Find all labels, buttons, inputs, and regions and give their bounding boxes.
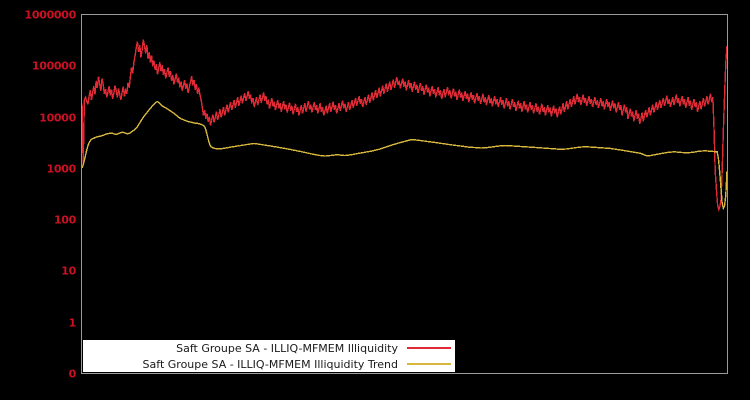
- plot-svg: [82, 39, 727, 213]
- legend-item[interactable]: Saft Groupe SA - ILLIQ-MFMEM Illiquidity…: [83, 356, 455, 372]
- legend-item-label: Saft Groupe SA - ILLIQ-MFMEM Illiquidity…: [142, 357, 398, 371]
- legend-item[interactable]: Saft Groupe SA - ILLIQ-MFMEM Illiquidity: [83, 340, 455, 356]
- y-axis-tick-label: 100000: [31, 59, 76, 73]
- data-series-line: [82, 100, 727, 211]
- y-axis: 1000000 100000 10000 1000 100 10 1 0: [0, 0, 77, 400]
- y-axis-tick-label: 100: [53, 213, 76, 227]
- y-axis-tick-label: 1000000: [24, 8, 77, 22]
- y-axis-tick-label: 10: [61, 264, 76, 278]
- y-axis-tick-label: 1000: [46, 162, 77, 176]
- y-axis-tick-label: 1: [68, 316, 77, 330]
- legend: Saft Groupe SA - ILLIQ-MFMEM Illiquidity…: [83, 340, 455, 372]
- data-series-line: [82, 39, 727, 213]
- y-axis-tick-label: 0: [68, 367, 77, 381]
- plot-area: [81, 14, 728, 374]
- legend-color-swatch: [407, 363, 451, 365]
- legend-item-label: Saft Groupe SA - ILLIQ-MFMEM Illiquidity: [176, 341, 398, 355]
- legend-color-swatch: [407, 347, 451, 349]
- y-axis-tick-label: 10000: [39, 111, 76, 125]
